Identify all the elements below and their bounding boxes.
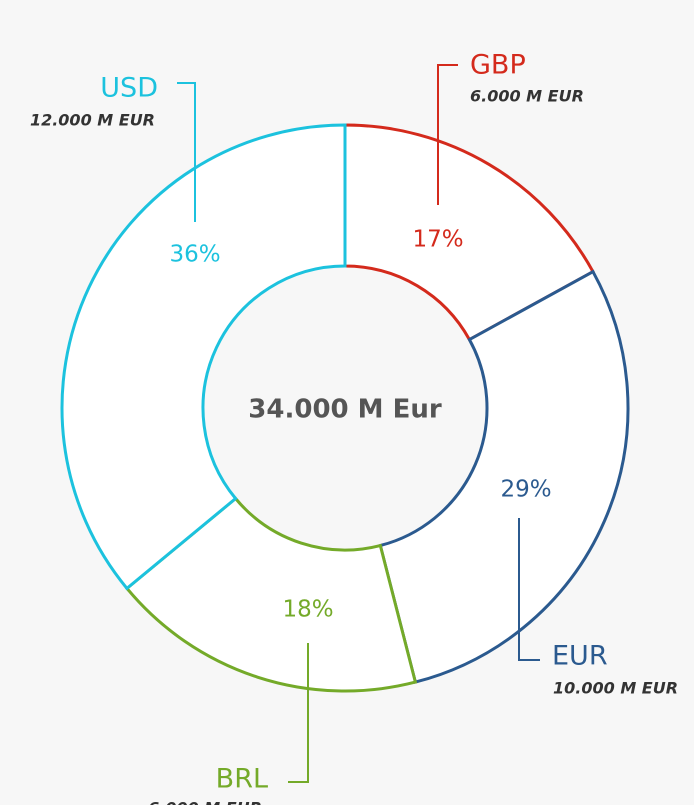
center-label: 34.000 M Eur <box>248 395 442 425</box>
leader-line <box>177 82 196 222</box>
amount-label: 10.000 M EUR <box>553 679 678 698</box>
slices <box>60 123 630 693</box>
amount-label: 12.000 M EUR <box>30 111 155 130</box>
slice <box>124 496 418 693</box>
leader-line <box>518 518 540 661</box>
amount-label: 6.000 M EUR <box>470 87 584 106</box>
labels: 17% GBP 6.000 M EUR 29% EUR 10.000 M EUR 18% BR… <box>30 50 678 805</box>
category-label: EUR <box>552 641 608 672</box>
leader-line <box>437 64 458 205</box>
category-label: BRL <box>216 764 268 795</box>
value-label: 29% <box>500 477 551 503</box>
value-label: 17% <box>412 227 463 253</box>
category-label: GBP <box>470 50 526 81</box>
value-label: 18% <box>282 597 333 623</box>
amount-label: 6.000 M EUR <box>148 799 262 805</box>
slice <box>343 123 596 342</box>
slice <box>60 123 347 591</box>
leader-line <box>288 643 309 783</box>
value-label: 36% <box>169 242 220 268</box>
category-label: USD <box>100 73 158 104</box>
slice <box>378 269 630 684</box>
